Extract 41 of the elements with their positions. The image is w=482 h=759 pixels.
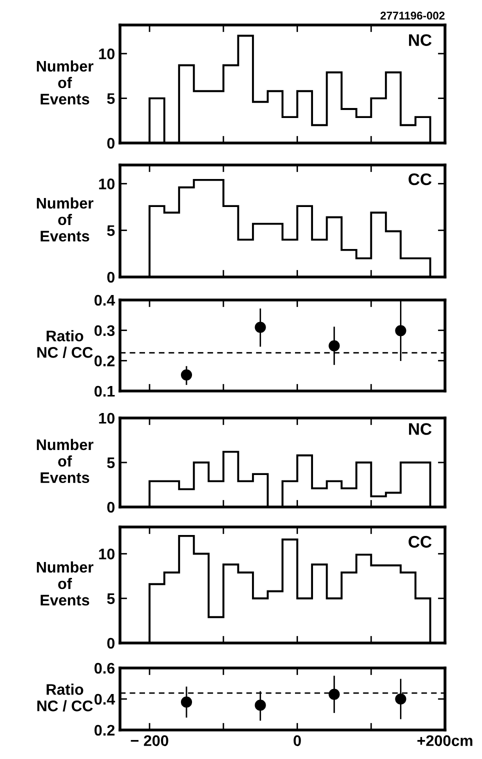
- point: [328, 688, 340, 700]
- chart-title: 2771196-002: [380, 12, 445, 20]
- point: [395, 693, 406, 705]
- y-tick-label: 0.4: [94, 694, 116, 705]
- y-tick-label: 5: [107, 225, 115, 236]
- point: [180, 696, 192, 708]
- annotation: CC: [408, 536, 432, 548]
- x-tick-label: − 200: [130, 735, 168, 746]
- annotation: NC: [409, 423, 432, 435]
- y-tick-label: 10: [99, 178, 115, 190]
- point: [328, 340, 340, 352]
- y-tick-label: 0.1: [94, 386, 115, 397]
- y-axis-title: Number of Events: [36, 60, 94, 105]
- x-tick-label: +200cm: [417, 735, 472, 746]
- y-tick-label: 0.2: [94, 724, 115, 736]
- y-tick-label: 0: [107, 502, 115, 513]
- point: [254, 322, 266, 333]
- annotation: NC: [409, 34, 432, 46]
- y-tick-label: 10: [99, 48, 115, 60]
- point: [395, 325, 406, 336]
- y-axis-title: Ratio NC / CC: [37, 684, 93, 712]
- y-axis-title: Ratio NC / CC: [37, 330, 93, 358]
- y-tick-label: 0.4: [94, 294, 116, 306]
- y-tick-label: 0.3: [94, 325, 115, 336]
- annotation: CC: [408, 173, 432, 186]
- y-tick-label: 0.2: [94, 356, 115, 366]
- y-tick-label: 5: [107, 593, 115, 604]
- x-tick-label: 0: [294, 735, 301, 746]
- y-tick-label: 10: [99, 548, 115, 560]
- y-tick-label: 0: [107, 138, 115, 149]
- y-axis-title: Number of Events: [36, 197, 94, 242]
- y-axis-title: Number of Events: [36, 438, 94, 484]
- point: [254, 700, 266, 711]
- y-tick-label: 0: [107, 272, 115, 283]
- y-tick-label: 0.6: [94, 662, 115, 674]
- y-tick-label: 5: [107, 458, 115, 468]
- y-tick-label: 0: [107, 638, 115, 649]
- point: [180, 369, 192, 380]
- y-tick-label: 5: [107, 93, 115, 104]
- y-tick-label: 10: [99, 412, 115, 424]
- y-axis-title: Number of Events: [36, 561, 94, 606]
